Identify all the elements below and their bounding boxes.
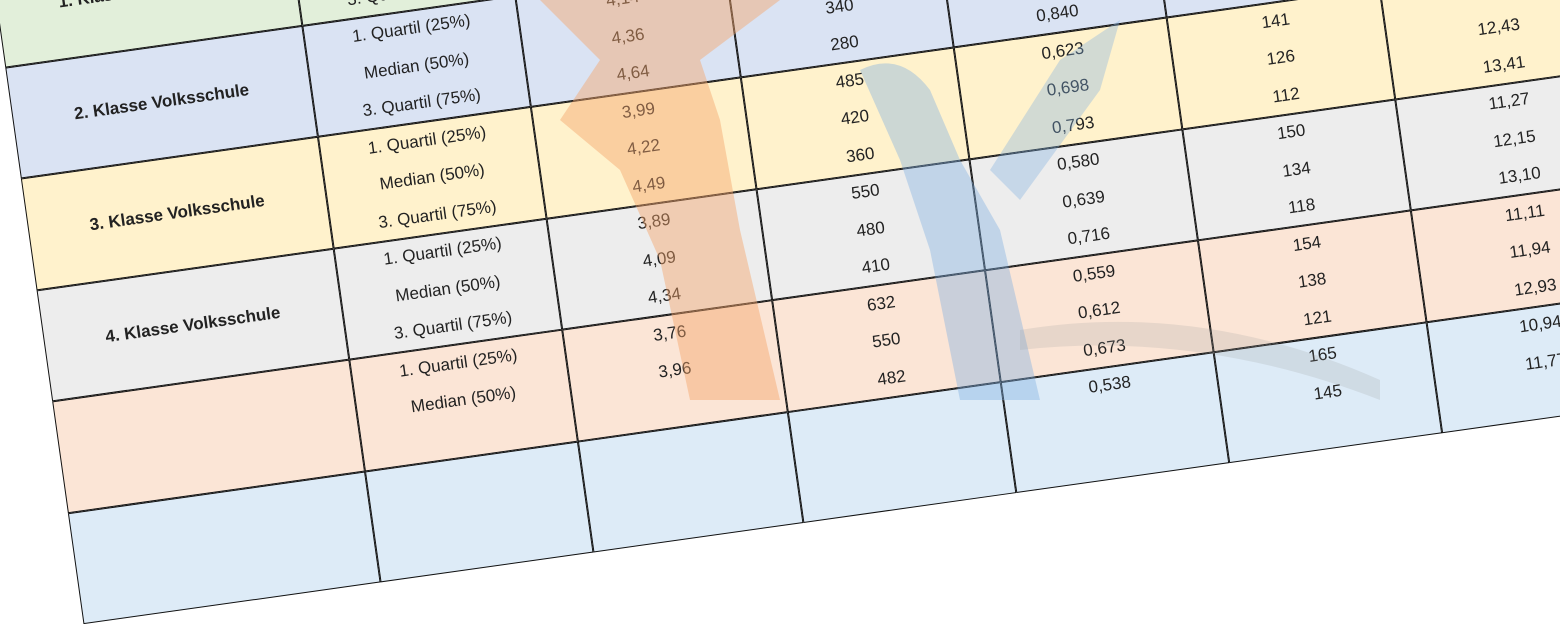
page: 1. Klasse Volksschule3. Quartil (75%)2. … [0, 0, 1560, 624]
